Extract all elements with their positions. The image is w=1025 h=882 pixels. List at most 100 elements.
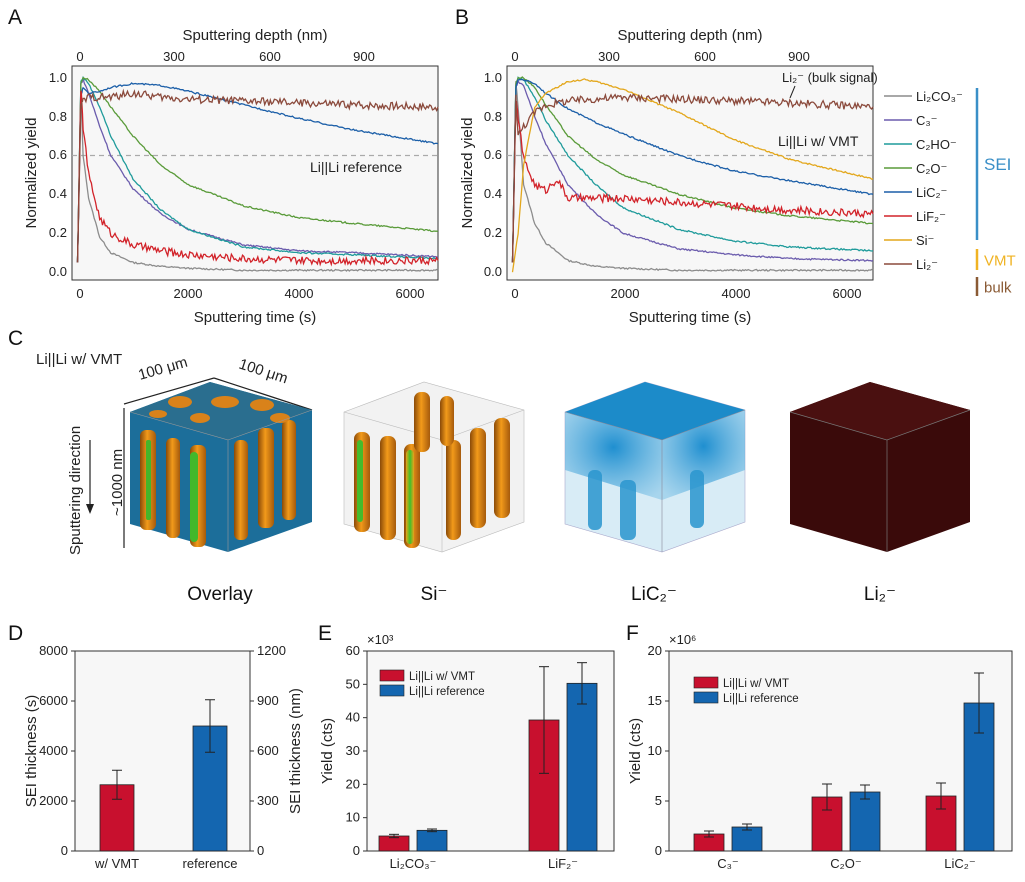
series-line-2 [76, 75, 439, 263]
panel-c-cubes: Li||Li w/ VMT 100 μm 100 μm ~1000 nm Spu… [36, 351, 971, 605]
panel-b-x-tick: 0 [511, 286, 518, 301]
panel-e-chart: 0 10 20 30 40 50 60 Li₂CO₃⁻ LiF₂⁻ Li||Li w/ VMT… [319, 632, 615, 871]
cube-label-lic2: LiC₂⁻ [631, 584, 677, 605]
y-tick-label: 2000 [39, 793, 68, 808]
legend-ab: Li₂CO₃⁻ C₃⁻ C₂HO⁻ C₂O⁻ LiC₂⁻ LiF₂⁻ Si⁻ Li₂⁻ [884, 89, 963, 272]
panel-f-multiplier: ×10⁶ [669, 632, 696, 647]
y-tick-label: 10 [648, 743, 662, 758]
panel-f-bars: C₃⁻ C₂O⁻ LiC₂⁻ [693, 672, 995, 871]
dimension-arrow-2 [213, 377, 313, 411]
panel-b-x-tick: 4000 [722, 286, 751, 301]
legend-label: LiC₂⁻ [916, 185, 947, 200]
panel-e-bars: Li₂CO₃⁻ LiF₂⁻ [378, 662, 598, 871]
panel-a-y-tick: 1.0 [49, 70, 67, 85]
y-tick-label: 20 [648, 643, 662, 658]
legend-swatch [693, 676, 719, 689]
panel-a-y-axis-label: Normalized yield [23, 118, 40, 229]
panel-label-a: A [8, 6, 22, 29]
series-line-7 [511, 92, 874, 263]
dimension-arrow-1 [123, 377, 215, 405]
panel-d-ticks: 0 2000 4000 6000 8000 0 300 600 900 1200 [39, 643, 286, 858]
panel-e-legend: Li||Li w/ VMT Li||Li reference [379, 669, 485, 698]
bar [566, 682, 598, 852]
panel-a-x-tick: 4000 [285, 286, 314, 301]
panel-b-y-tick: 0.4 [484, 186, 502, 201]
y-tick-label: 50 [346, 676, 360, 691]
series-line-5 [76, 90, 439, 267]
panel-b-y-tick: 0.2 [484, 225, 502, 240]
y-tick-label: 60 [346, 643, 360, 658]
sputtering-direction-arrowhead [86, 504, 94, 514]
panel-f-y-axis-label: Yield (cts) [627, 718, 644, 784]
x-tick-label: C₃⁻ [717, 856, 739, 871]
series-line-0 [76, 86, 439, 272]
y-tick-label: 6000 [39, 693, 68, 708]
panel-a-x-axis-label: Sputtering time (s) [194, 309, 317, 326]
panel-c-dim2: 100 μm [237, 356, 290, 388]
panel-b-y-axis-label: Normalized yield [459, 118, 476, 229]
cube-label-si: Si⁻ [421, 584, 448, 605]
panel-label-d: D [8, 622, 23, 645]
y-tick-label: 4000 [39, 743, 68, 758]
panel-b-series-layer [507, 76, 874, 273]
panel-a-x-tick: 6000 [396, 286, 425, 301]
panel-b-top-tick: 900 [788, 49, 810, 64]
bulk-annotation-pointer [789, 85, 796, 99]
bar [416, 829, 448, 852]
cube-label-overlay: Overlay [187, 584, 253, 605]
series-line-5 [511, 101, 874, 263]
panel-c-dim1: 100 μm [136, 354, 189, 384]
panel-a-series-layer [72, 75, 439, 272]
panel-label-b: B [455, 6, 469, 29]
y-tick-label: 20 [346, 776, 360, 791]
series-line-6 [76, 88, 439, 263]
panel-a-y-tick: 0.0 [49, 264, 67, 279]
panel-label-e: E [318, 622, 332, 645]
y-tick-label: 40 [346, 710, 360, 725]
panel-b-bulk-annotation: Li₂⁻ (bulk signal) [782, 70, 878, 85]
panel-e-ticks: 0 10 20 30 40 50 60 [346, 643, 367, 858]
y-tick-label: 0 [257, 843, 264, 858]
panel-label-f: F [626, 622, 639, 645]
bulk-annotation-text: (bulk signal) [808, 70, 878, 85]
panel-a-x-tick: 2000 [174, 286, 203, 301]
legend-label: Li||Li reference [409, 686, 485, 698]
panel-e-multiplier: ×10³ [367, 632, 394, 647]
panel-a-top-tick: 600 [259, 49, 281, 64]
group-label: SEI [984, 155, 1011, 174]
panel-a-y-tick: 0.4 [49, 186, 67, 201]
legend-swatch [693, 691, 719, 704]
y-tick-label: 600 [257, 743, 279, 758]
y-tick-label: 0 [353, 843, 360, 858]
panel-f-legend: Li||Li w/ VMT Li||Li reference [693, 676, 799, 705]
y-tick-label: 900 [257, 693, 279, 708]
y-tick-label: 8000 [39, 643, 68, 658]
panel-b-top-tick: 0 [511, 49, 518, 64]
x-tick-label: LiC₂⁻ [944, 856, 975, 871]
legend-label: Li||Li reference [723, 693, 799, 705]
bar [849, 791, 881, 852]
panel-b-y-tick: 0.6 [484, 147, 502, 162]
panel-a-chart: Sputtering depth (nm) 0 300 600 900 Sput… [23, 27, 439, 326]
panel-b-x-axis-label: Sputtering time (s) [629, 309, 752, 326]
series-line-2 [511, 76, 874, 263]
panel-d-bars: w/ VMT reference [94, 699, 238, 871]
legend-label: Li||Li w/ VMT [409, 671, 475, 683]
legend-label: C₃⁻ [916, 113, 938, 128]
panel-e-y-axis-label: Yield (cts) [319, 718, 336, 784]
panel-b-x-tick: 6000 [833, 286, 862, 301]
cube-li2 [789, 382, 971, 552]
panel-c-sample-label: Li||Li w/ VMT [36, 351, 122, 368]
legend-swatch [379, 684, 405, 697]
panel-label-c: C [8, 327, 23, 350]
bulk-annotation-ion: Li₂⁻ [782, 70, 804, 85]
x-tick-label: reference [183, 856, 238, 871]
panel-a-y-tick: 0.2 [49, 225, 67, 240]
y-tick-label: 15 [648, 693, 662, 708]
panel-b-y-tick: 1.0 [484, 70, 502, 85]
legend-label: Li||Li w/ VMT [723, 678, 789, 690]
panel-c-direction: Sputtering direction [67, 426, 84, 555]
panel-d-chart: 0 2000 4000 6000 8000 0 300 600 900 1200 w/ VMT re… [23, 643, 304, 871]
legend-label: Li₂CO₃⁻ [916, 89, 963, 104]
